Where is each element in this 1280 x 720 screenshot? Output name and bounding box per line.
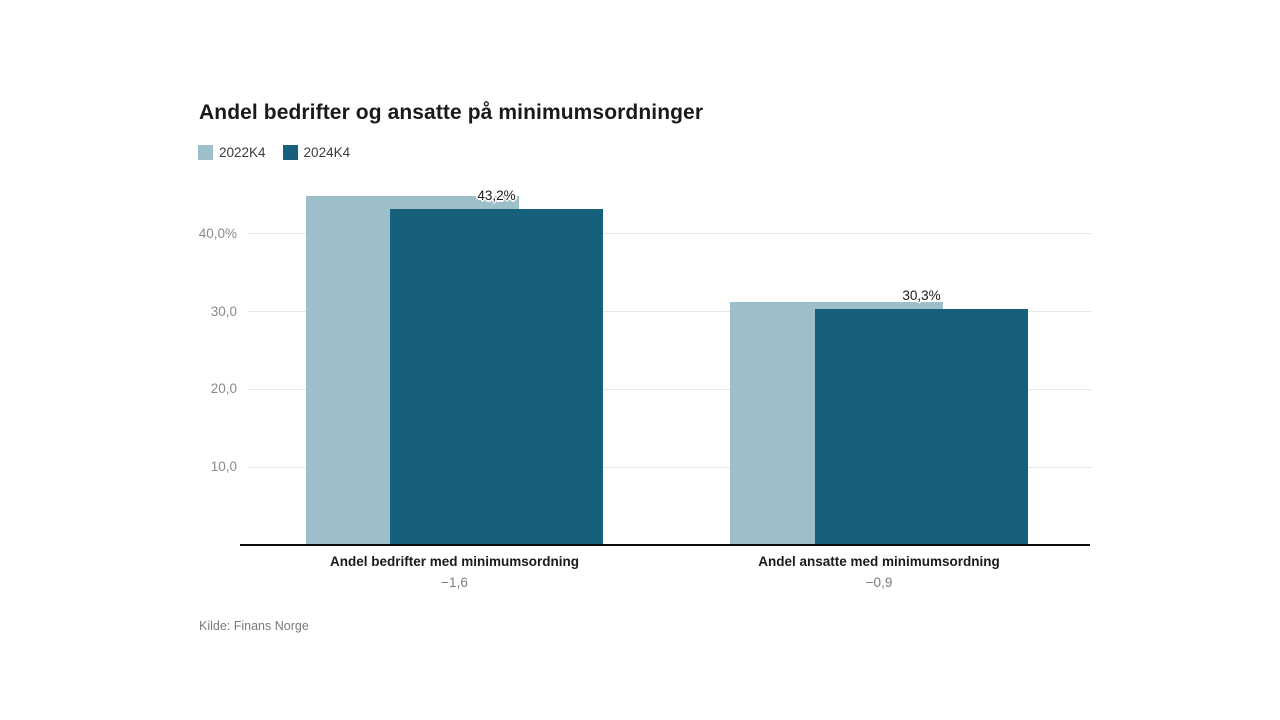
category-label-andel-bedrifter-med-minimumsordning: Andel bedrifter med minimumsordning	[329, 554, 580, 569]
value-label-andel-bedrifter-med-minimumsordning: 43,2%	[477, 187, 516, 203]
chart-title: Andel bedrifter og ansatte på minimumsor…	[199, 101, 704, 124]
legend-label: 2024K4	[303, 145, 351, 160]
legend-label: 2022K4	[219, 145, 266, 160]
legend-swatch-2022k4	[198, 145, 213, 160]
diff-label-andel-bedrifter-med-minimumsordning: −1,6	[441, 575, 468, 590]
gridline-40	[248, 233, 1092, 235]
legend-item-2024k4: 2024K4	[282, 145, 351, 160]
bar-2024k4-andel-ansatte-med-minimumsordning	[815, 309, 1028, 544]
gridline-30	[248, 311, 1092, 313]
legend-item-2022k4: 2022K4	[198, 145, 266, 160]
legend: 2022K4 2024K4	[198, 145, 350, 160]
x-axis-line	[240, 544, 1090, 546]
source-note: Kilde: Finans Norge	[199, 619, 309, 633]
y-tick-label-10: 10,0	[210, 459, 237, 475]
gridline-10	[248, 466, 1092, 468]
y-tick-label-20: 20,0	[210, 381, 237, 397]
category-label-andel-ansatte-med-minimumsordning: Andel ansatte med minimumsordning	[758, 554, 1000, 569]
value-label-andel-ansatte-med-minimumsordning: 30,3%	[902, 288, 941, 304]
legend-swatch-2024k4	[282, 145, 298, 160]
y-tick-label-40: 40,0%	[198, 225, 237, 241]
bar-2024k4-andel-bedrifter-med-minimumsordning	[390, 208, 603, 544]
y-tick-label-30: 30,0	[210, 303, 237, 319]
diff-label-andel-ansatte-med-minimumsordning: −0,9	[865, 575, 893, 590]
gridline-20	[248, 388, 1092, 390]
